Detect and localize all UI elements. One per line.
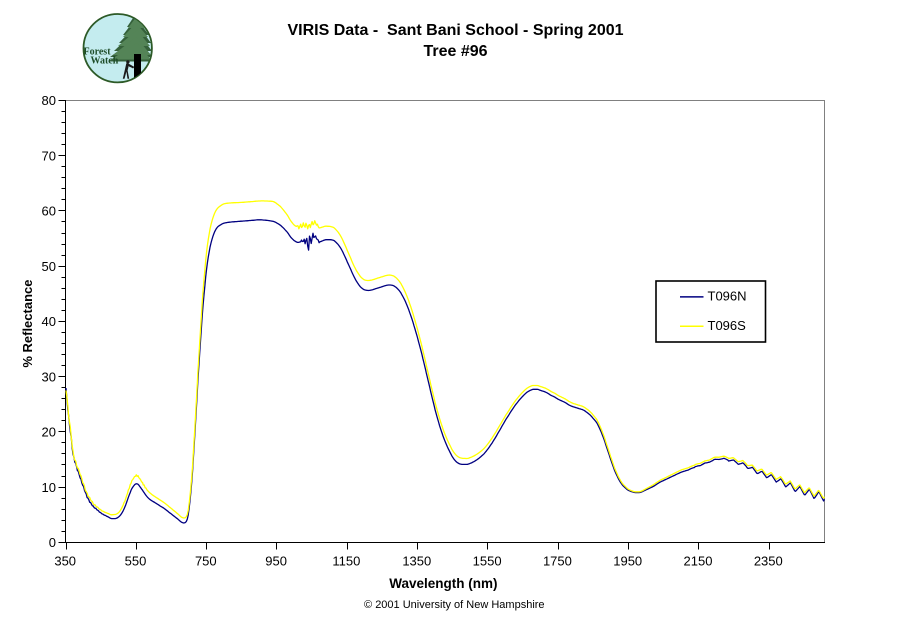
svg-text:T096N: T096N [708, 289, 747, 304]
svg-text:350: 350 [54, 554, 76, 569]
svg-text:Wavelength (nm): Wavelength (nm) [389, 576, 497, 591]
svg-text:70: 70 [42, 148, 56, 163]
svg-text:0: 0 [49, 535, 56, 550]
svg-text:1950: 1950 [613, 554, 642, 569]
svg-text:© 2001 University of New Hamps: © 2001 University of New Hampshire [364, 599, 545, 611]
svg-text:1550: 1550 [473, 554, 502, 569]
svg-text:950: 950 [265, 554, 287, 569]
svg-text:40: 40 [42, 314, 56, 329]
svg-text:1350: 1350 [402, 554, 431, 569]
svg-text:50: 50 [42, 259, 56, 274]
svg-text:750: 750 [195, 554, 217, 569]
svg-text:% Reflectance: % Reflectance [20, 280, 35, 368]
svg-text:T096S: T096S [708, 318, 747, 333]
svg-text:10: 10 [42, 480, 56, 495]
svg-text:550: 550 [125, 554, 147, 569]
svg-text:60: 60 [42, 204, 56, 219]
svg-text:20: 20 [42, 425, 56, 440]
svg-text:30: 30 [42, 369, 56, 384]
svg-text:2150: 2150 [684, 554, 713, 569]
svg-text:1150: 1150 [332, 554, 360, 569]
svg-text:2350: 2350 [754, 554, 783, 569]
svg-text:1750: 1750 [543, 554, 572, 569]
svg-text:Watch: Watch [91, 55, 119, 66]
svg-text:80: 80 [42, 93, 56, 108]
svg-text:Forest: Forest [84, 47, 112, 58]
